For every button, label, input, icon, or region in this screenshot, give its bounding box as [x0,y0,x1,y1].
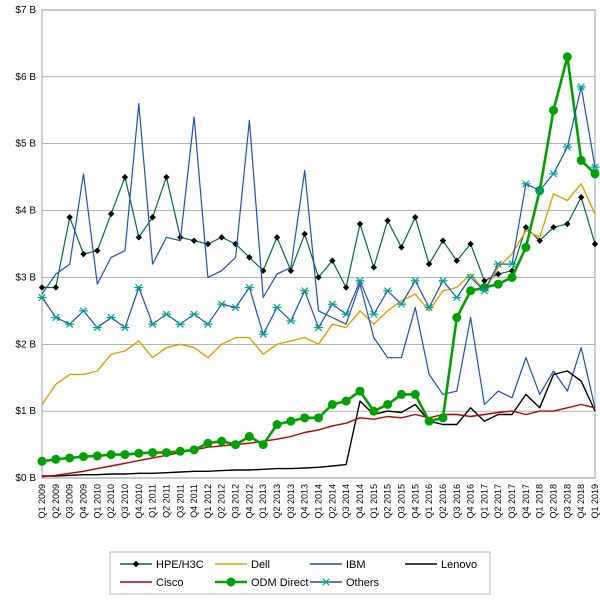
y-tick-label: $4 B [15,206,36,217]
chart-container: $0 B $1 B $2 B $3 B $4 B $5 B $6 B $7 B Q1 2009 Q… [0,0,600,602]
legend-label: IBM [346,559,366,571]
y-tick-label: $2 B [15,339,36,350]
legend-label: Cisco [156,577,184,589]
x-tick-label: Q4 2018 [576,484,586,519]
x-tick-label: Q1 2012 [203,484,213,519]
x-tick-label: Q2 2010 [106,484,116,519]
line-chart: $0 B $1 B $2 B $3 B $4 B $5 B $6 B $7 B Q1 2009 Q… [0,0,600,602]
x-tick-label: Q4 2017 [521,484,531,519]
y-tick-label: $5 B [15,139,36,150]
x-tick-label: Q2 2016 [438,484,448,519]
legend-label: Lenovo [441,559,477,571]
x-tick-label: Q2 2015 [383,484,393,519]
legend: HPE/H3C Dell IBM Lenovo Cisco ODM Direct Other… [120,559,477,589]
x-tick-label: Q2 2011 [161,484,171,518]
x-tick-label: Q4 2014 [355,484,365,519]
legend-label: ODM Direct [251,577,308,589]
x-tick-label: Q4 2009 [78,484,88,519]
x-tick-label: Q3 2012 [231,484,241,519]
x-tick-label: Q3 2015 [396,484,406,519]
legend-label: Dell [251,559,270,571]
x-tick-label: Q4 2011 [189,484,199,518]
legend-label: HPE/H3C [156,559,204,571]
x-tick-label: Q1 2013 [258,484,268,519]
legend-label: Others [346,577,380,589]
x-tick-label: Q3 2011 [175,484,185,518]
x-tick-label: Q3 2016 [452,484,462,519]
x-tick-label: Q2 2014 [327,484,337,519]
y-tick-label: $1 B [15,406,36,417]
x-tick-label: Q3 2010 [120,484,130,519]
x-tick-label: Q1 2018 [535,484,545,519]
x-tick-label: Q3 2009 [65,484,75,519]
x-tick-label: Q1 2016 [424,484,434,519]
y-tick-label: $6 B [15,72,36,83]
y-tick-label: $3 B [15,272,36,283]
x-tick-label: Q1 2009 [37,484,47,519]
x-tick-label: Q1 2011 [148,484,158,518]
x-tick-label: Q3 2014 [341,484,351,519]
x-tick-label: Q2 2017 [493,484,503,519]
x-tick-label: Q2 2013 [272,484,282,519]
x-tick-label: Q1 2015 [369,484,379,519]
x-tick-label: Q4 2010 [134,484,144,519]
y-tick-label: $0 B [15,473,36,484]
x-tick-label: Q3 2013 [286,484,296,519]
x-tick-label: Q2 2018 [549,484,559,519]
x-tick-label: Q3 2017 [507,484,517,519]
x-tick-label: Q1 2017 [479,484,489,519]
x-tick-label: Q1 2019 [590,484,600,519]
x-tick-label: Q2 2012 [217,484,227,519]
x-tick-label: Q4 2012 [244,484,254,519]
x-tick-label: Q1 2014 [314,484,324,519]
x-tick-label: Q4 2016 [466,484,476,519]
x-tick-label: Q1 2010 [92,484,102,519]
x-tick-label: Q4 2015 [410,484,420,519]
y-tick-label: $7 B [15,5,36,16]
x-tick-label: Q4 2013 [300,484,310,519]
x-tick-label: Q2 2009 [51,484,61,519]
x-tick-label: Q3 2018 [562,484,572,519]
